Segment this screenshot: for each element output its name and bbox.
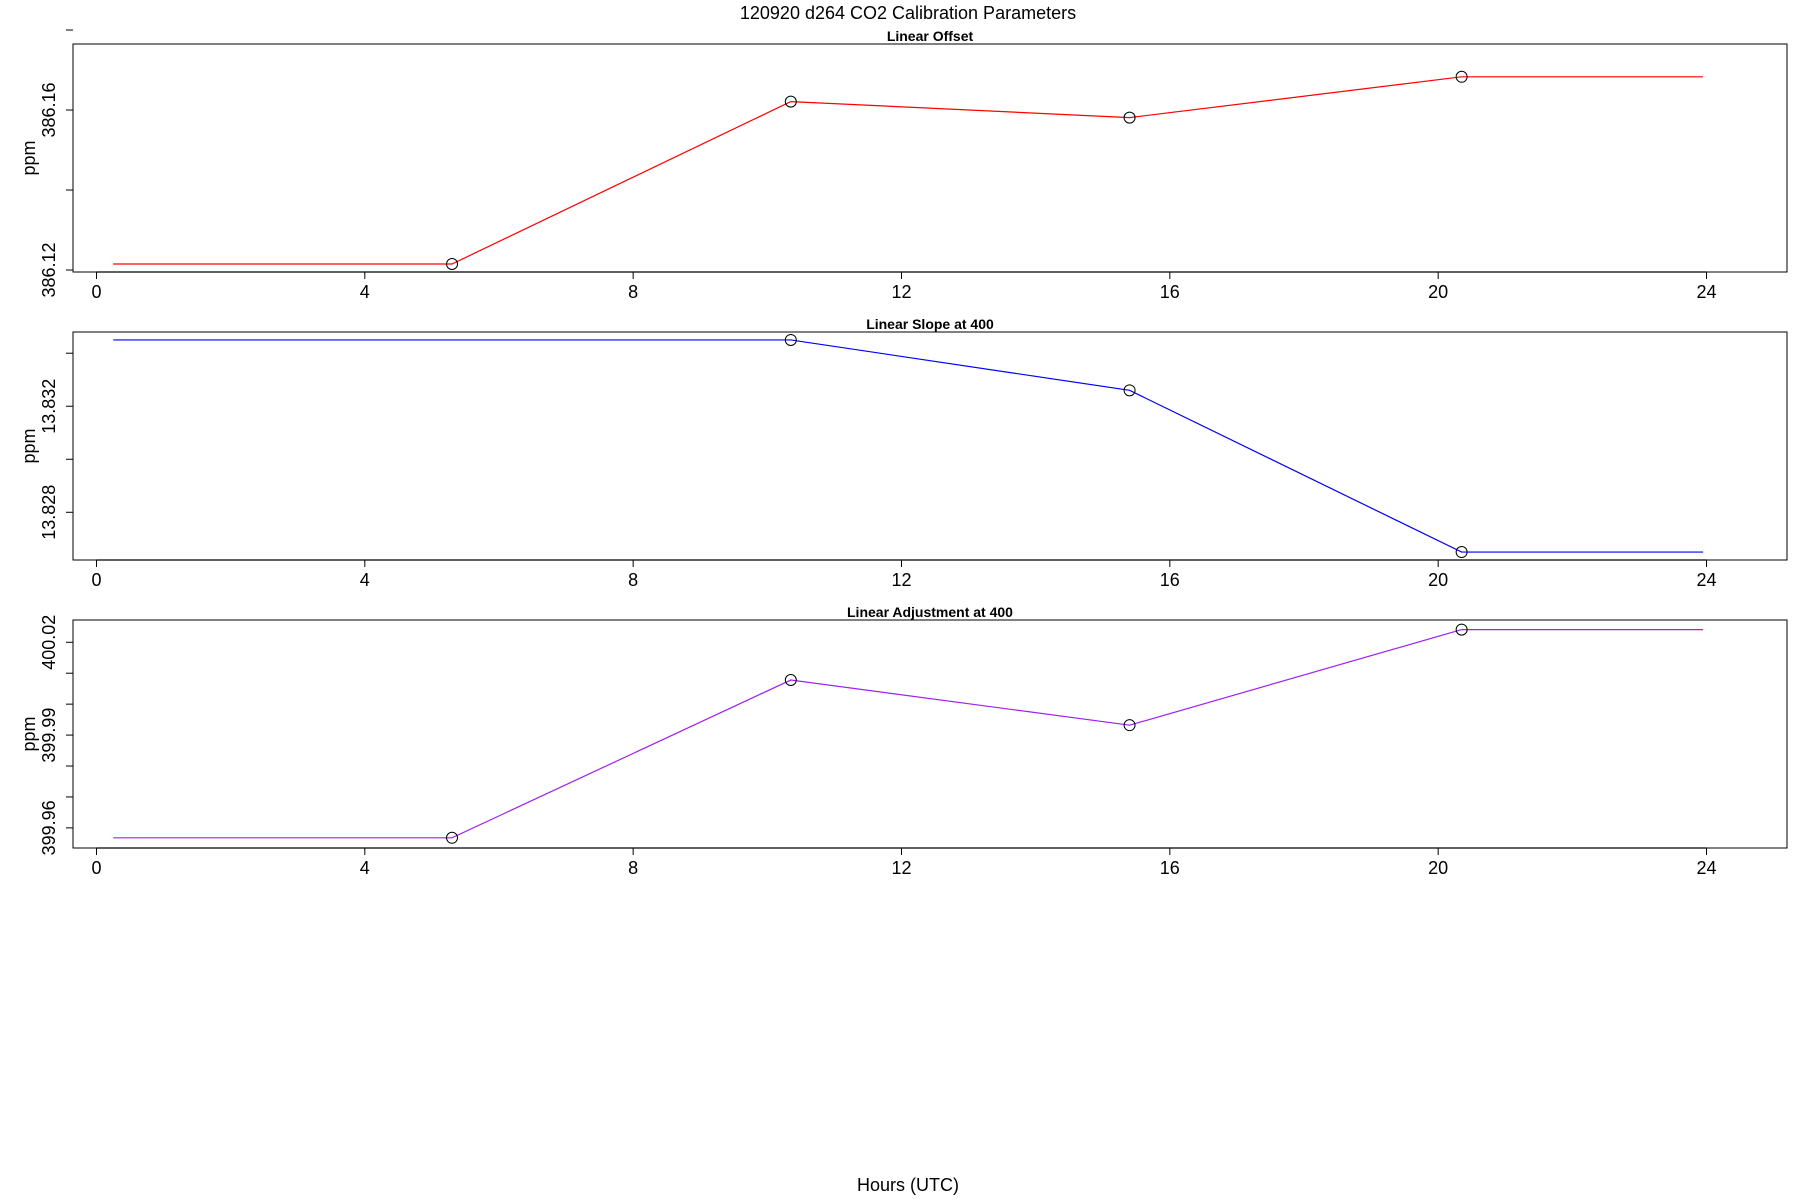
plot-frame [72, 43, 1788, 273]
y-tick-label: 386.12 [39, 242, 59, 297]
data-point [1123, 719, 1136, 732]
data-point [1123, 384, 1136, 397]
y-axis-label: ppm [19, 428, 39, 463]
data-point [784, 333, 797, 346]
data-point [1455, 623, 1468, 636]
x-tick-label: 0 [91, 570, 101, 590]
plot-frame [72, 331, 1788, 561]
panel-title: Linear Adjustment at 400 [847, 604, 1013, 620]
x-axis-label: Hours (UTC) [857, 1175, 959, 1195]
chart-panel-3: Linear Adjustment at 400 0 4 8 12 16 20 24 399.9… [19, 604, 1788, 878]
x-tick-label: 12 [891, 858, 911, 878]
x-tick-label: 20 [1428, 282, 1448, 302]
data-point [446, 258, 459, 270]
series-line [113, 339, 1704, 553]
x-tick-label: 24 [1696, 570, 1716, 590]
x-tick-label: 8 [628, 282, 638, 302]
data-point [446, 831, 459, 844]
data-point [1123, 111, 1136, 124]
data-point [1455, 546, 1468, 559]
x-tick-label: 12 [891, 570, 911, 590]
x-tick-label: 0 [91, 858, 101, 878]
y-tick-label: 399.99 [39, 708, 59, 763]
x-tick-label: 20 [1428, 570, 1448, 590]
y-tick-label: 399.96 [39, 800, 59, 855]
y-tick-label: 13.832 [39, 379, 59, 434]
x-tick-label: 4 [360, 858, 370, 878]
series-line [113, 628, 1704, 839]
figure-title: 120920 d264 CO2 Calibration Parameters [740, 3, 1076, 23]
y-tick-label: 13.828 [39, 485, 59, 540]
x-tick-label: 4 [360, 282, 370, 302]
x-tick-label: 24 [1696, 282, 1716, 302]
series-line [113, 76, 1704, 265]
y-axis-label: ppm [19, 140, 39, 175]
panel-title: Linear Offset [887, 28, 974, 44]
x-tick-label: 8 [628, 570, 638, 590]
data-point [784, 674, 797, 687]
x-tick-label: 16 [1160, 858, 1180, 878]
x-tick-label: 12 [891, 282, 911, 302]
x-tick-label: 0 [91, 282, 101, 302]
data-point [1455, 70, 1468, 83]
y-tick-label: 386.16 [39, 82, 59, 137]
plot-frame [72, 619, 1788, 849]
x-tick-label: 16 [1160, 282, 1180, 302]
y-tick-label: 400.02 [39, 615, 59, 670]
y-axis-label: ppm [19, 716, 39, 751]
data-point [784, 95, 797, 108]
x-tick-label: 4 [360, 570, 370, 590]
x-tick-label: 8 [628, 858, 638, 878]
panel-title: Linear Slope at 400 [866, 316, 994, 332]
x-tick-label: 24 [1696, 858, 1716, 878]
x-tick-label: 20 [1428, 858, 1448, 878]
x-tick-label: 16 [1160, 570, 1180, 590]
chart-panel-2: Linear Slope at 400 0 4 8 12 16 20 24 13.828 13.8… [19, 316, 1788, 590]
